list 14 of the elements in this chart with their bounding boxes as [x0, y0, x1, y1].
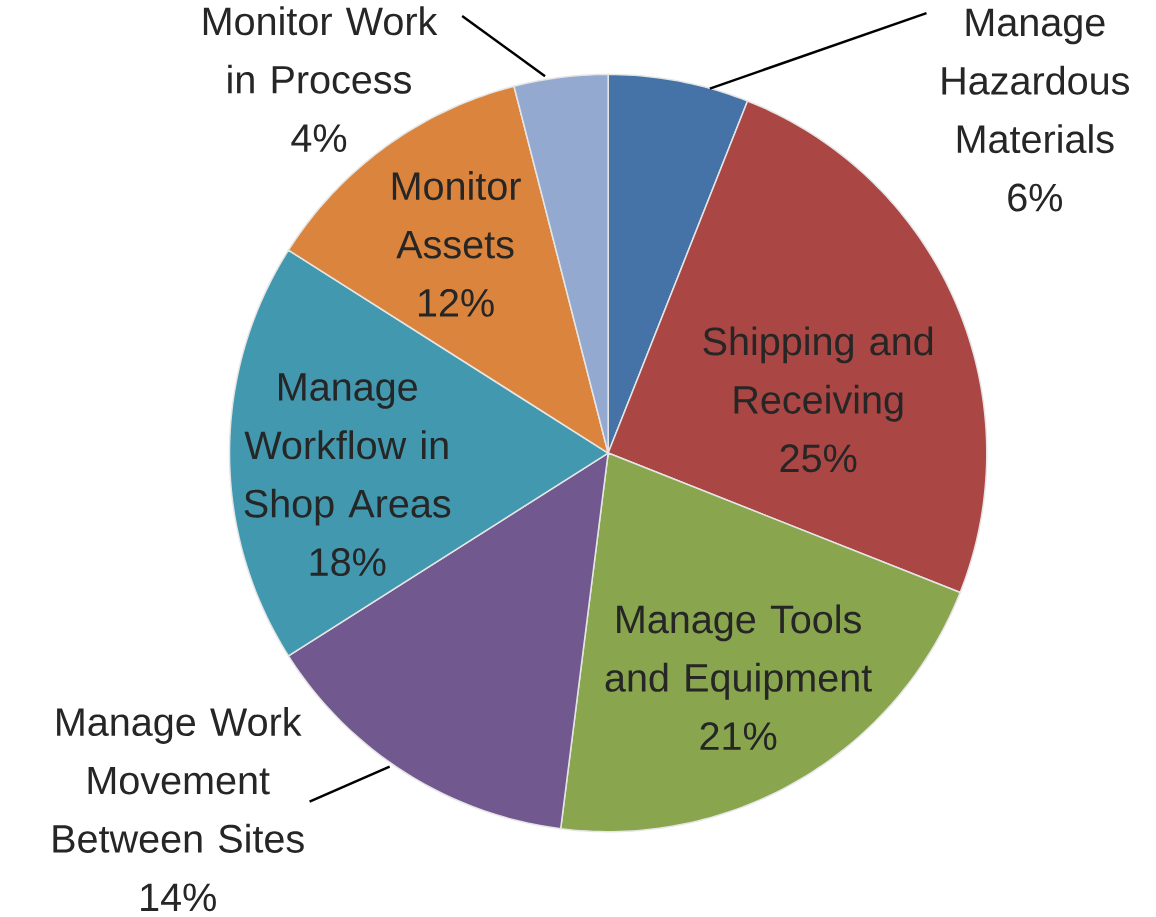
data-label: 14% — [141, 883, 216, 911]
data-label: 4% — [291, 124, 347, 152]
slice-label: Monitor Work in Process — [203, 6, 438, 94]
slice-label: Monitor Assets — [392, 170, 521, 259]
slice-label: Manage Tools and Equipment — [605, 604, 872, 700]
data-label: 25% — [780, 444, 857, 473]
slice-label: Shipping and Receiving — [703, 326, 933, 422]
slice-label: Manage Hazardous Materials — [942, 8, 1130, 153]
data-label: 18% — [310, 547, 386, 576]
slice-label: Manage Workflow in Shop Areas — [244, 373, 451, 526]
data-label: 6% — [1008, 183, 1062, 212]
data-label: 21% — [700, 722, 777, 750]
slice-label: Manage Work Movement Between Sites — [53, 706, 304, 853]
data-label: 12% — [418, 288, 494, 317]
